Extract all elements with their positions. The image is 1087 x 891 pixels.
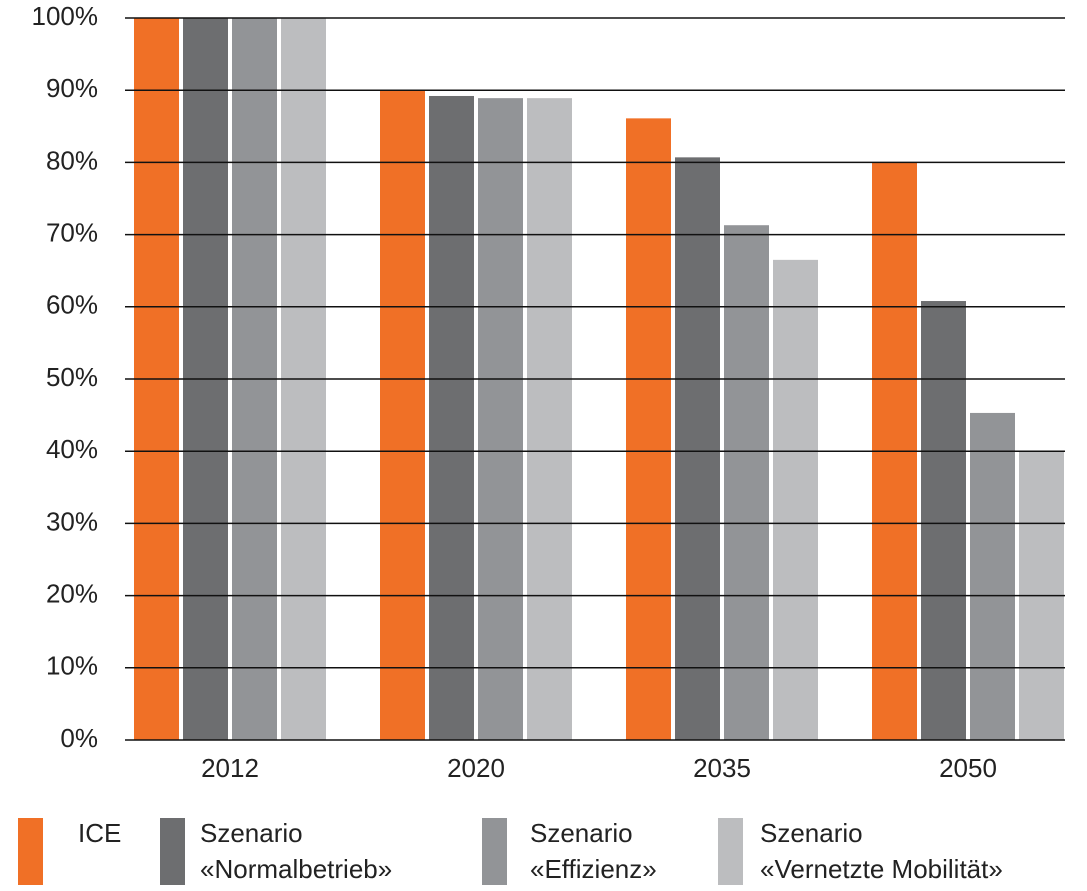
y-tick-label: 50%: [46, 362, 98, 392]
y-tick-label: 100%: [32, 1, 99, 31]
legend-label: ICE: [78, 818, 122, 848]
bar: [380, 90, 425, 740]
bar: [429, 95, 474, 740]
y-tick-label: 10%: [46, 651, 98, 681]
legend-swatch: [718, 818, 743, 885]
x-tick-label: 2012: [201, 753, 259, 783]
y-tick-label: 60%: [46, 290, 98, 320]
legend-swatch: [18, 818, 43, 885]
bar: [921, 301, 966, 740]
chart: 2012 2020 2035 2050 0% 10% 20% 30% 40% 50% 60% 70% 8…: [32, 1, 1065, 783]
y-tick-label: 80%: [46, 145, 98, 175]
y-tick-label: 30%: [46, 506, 98, 536]
bar: [675, 157, 720, 740]
x-tick-label: 2020: [447, 753, 505, 783]
x-tick-label: 2050: [939, 753, 997, 783]
bar: [626, 118, 671, 740]
legend-swatch: [160, 818, 185, 885]
y-tick-label: 0%: [60, 723, 98, 753]
y-tick-label: 90%: [46, 73, 98, 103]
y-tick-label: 40%: [46, 434, 98, 464]
bar: [527, 98, 572, 741]
legend-label: Szenario «Effizienz»: [530, 818, 657, 884]
legend-label: Szenario «Vernetzte Mobilität»: [760, 818, 1003, 884]
bar: [970, 412, 1015, 740]
legend-swatch: [482, 818, 507, 885]
bar: [478, 98, 523, 741]
bar: [724, 225, 769, 741]
legend: ICE Szenario «Normalbetrieb» Szenario «Eff…: [0, 815, 1087, 891]
bar: [773, 259, 818, 740]
y-tick-label: 70%: [46, 217, 98, 247]
y-tick-label: 20%: [46, 578, 98, 608]
legend-label: Szenario «Normalbetrieb»: [200, 818, 393, 884]
x-tick-label: 2035: [693, 753, 751, 783]
